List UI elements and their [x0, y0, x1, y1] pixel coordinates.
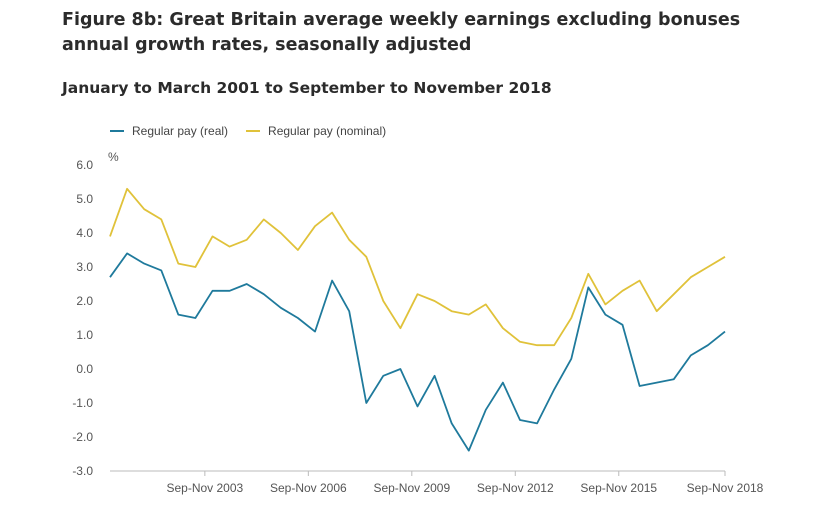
y-tick-label: 5.0 [76, 192, 93, 206]
x-tick-label: Sep-Nov 2012 [477, 481, 554, 495]
legend-item-nominal[interactable]: Regular pay (nominal) [246, 124, 386, 138]
x-tick-label: Sep-Nov 2003 [166, 481, 243, 495]
y-tick-label: -2.0 [72, 430, 93, 444]
y-tick-label: 0.0 [76, 362, 93, 376]
y-axis-unit: % [108, 150, 119, 164]
y-tick-label: 1.0 [76, 328, 93, 342]
x-tick-label: Sep-Nov 2009 [373, 481, 450, 495]
y-tick-label: 3.0 [76, 260, 93, 274]
y-tick-label: 6.0 [76, 158, 93, 172]
chart-subtitle: January to March 2001 to September to No… [62, 79, 552, 97]
y-tick-label: 4.0 [76, 226, 93, 240]
legend-item-real[interactable]: Regular pay (real) [110, 124, 228, 138]
y-axis: 6.0 5.0 4.0 3.0 2.0 1.0 0.0 -1.0 -2.0 -3.0% [72, 150, 119, 478]
legend-label-real: Regular pay (real) [132, 124, 229, 138]
y-tick-label: 2.0 [76, 294, 93, 308]
x-tick-label: Sep-Nov 2015 [580, 481, 657, 495]
series-lines [109, 187, 726, 452]
y-tick-label: -1.0 [72, 396, 93, 410]
chart-title: Figure 8b: Great Britain average weekly … [62, 10, 741, 55]
legend: Regular pay (real) Regular pay (nominal) [110, 124, 386, 138]
legend-label-nominal: Regular pay (nominal) [268, 124, 387, 138]
legend-swatch-nominal [246, 130, 261, 132]
y-tick-label: -3.0 [72, 464, 93, 478]
legend-swatch-real [110, 130, 124, 132]
x-axis: Sep-Nov 2003 Sep-Nov 2006 Sep-Nov 2009 Sep-… [110, 470, 764, 495]
series-line-real[interactable] [109, 252, 726, 452]
x-tick-label: Sep-Nov 2018 [687, 481, 764, 495]
series-line-nominal[interactable] [109, 187, 726, 347]
x-tick-label: Sep-Nov 2006 [270, 481, 347, 495]
